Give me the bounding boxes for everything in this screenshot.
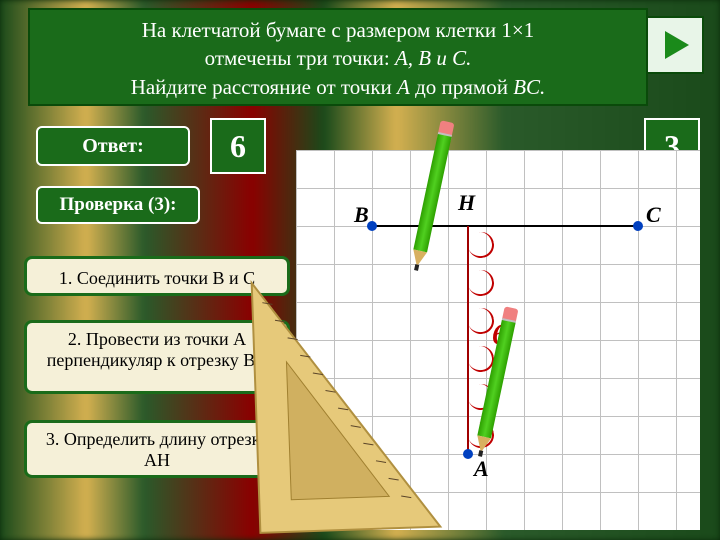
answer-value: 6: [210, 118, 266, 174]
segment-bc: [372, 225, 638, 227]
label-c: C: [646, 202, 661, 228]
problem-line3: Найдите расстояние от точки A до прямой …: [30, 73, 646, 101]
next-button[interactable]: [646, 16, 704, 74]
problem-text: На клетчатой бумаге с размером клетки 1×…: [28, 8, 648, 106]
label-b: B: [354, 202, 369, 228]
problem-line1: На клетчатой бумаге с размером клетки 1×…: [30, 16, 646, 44]
check-label[interactable]: Проверка (3):: [36, 186, 200, 224]
set-square-icon: [221, 256, 461, 540]
stage: На клетчатой бумаге с размером клетки 1×…: [0, 0, 720, 540]
segment-ah: [467, 226, 469, 454]
point-c: [633, 221, 643, 231]
answer-label: Ответ:: [36, 126, 190, 166]
problem-line2: отмечены три точки: A, B и C.: [30, 44, 646, 72]
diagram: 6 B H C A: [296, 150, 700, 530]
play-icon: [657, 27, 693, 63]
label-h: H: [458, 190, 475, 216]
